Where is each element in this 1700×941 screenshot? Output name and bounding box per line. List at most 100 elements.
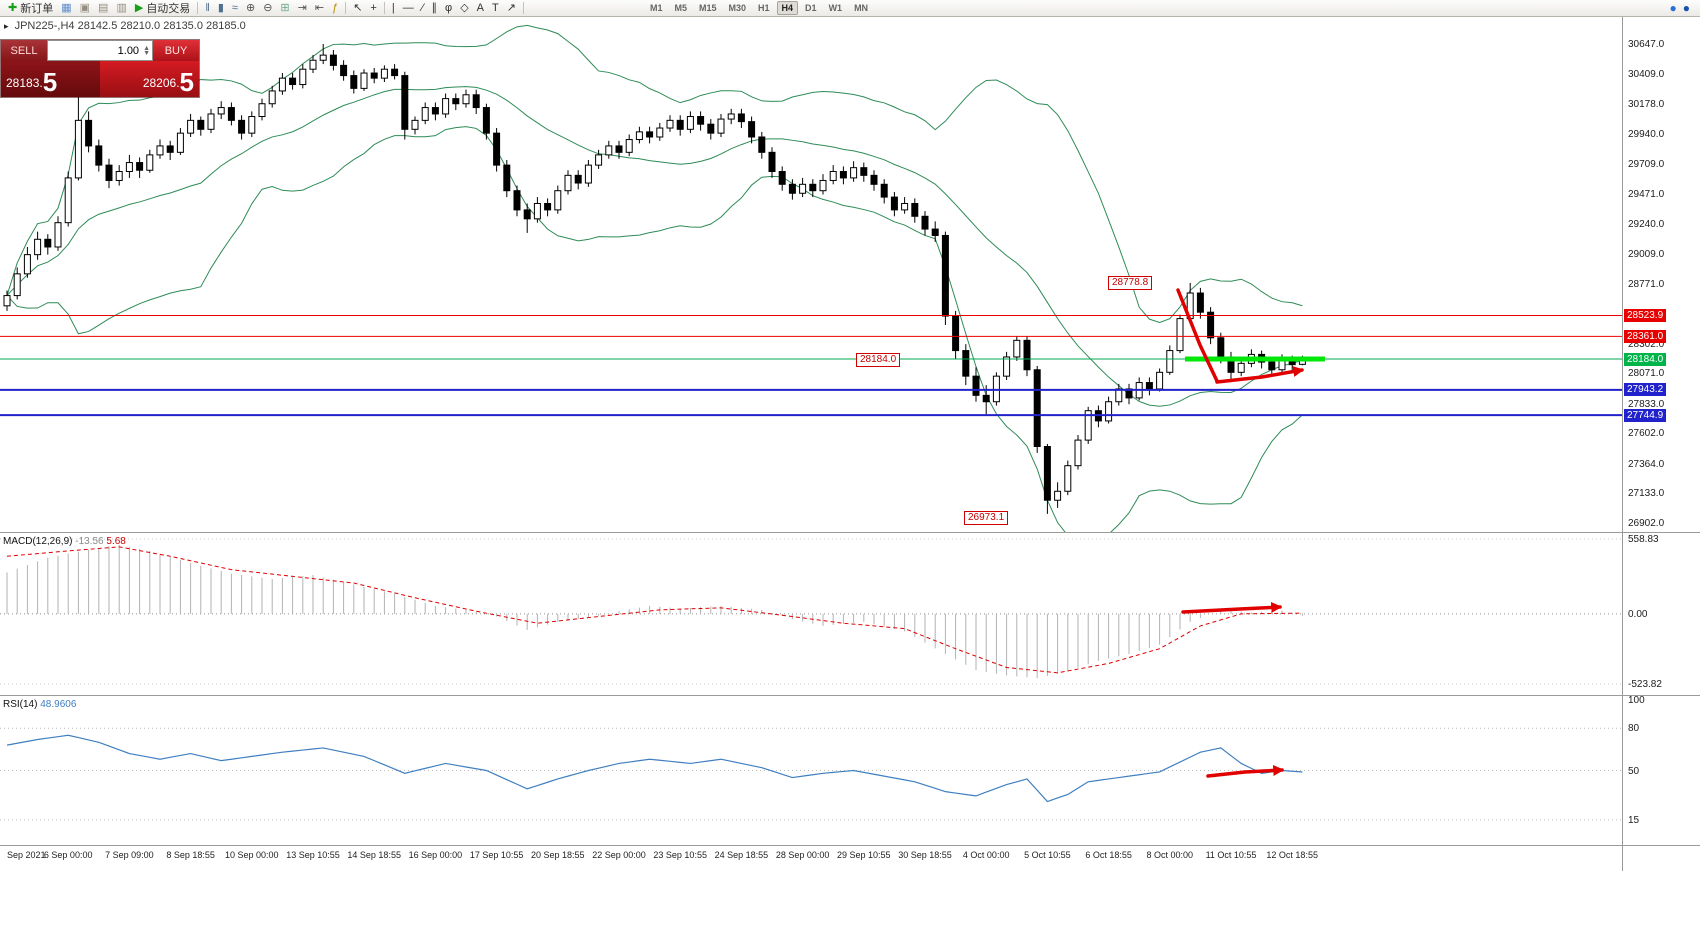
bid-price-main: 28183. <box>6 76 43 90</box>
timeframe-mn[interactable]: MN <box>854 3 869 13</box>
toolbar-separator <box>383 2 385 14</box>
candle-body <box>758 136 766 153</box>
candle-body <box>503 164 511 192</box>
candle-body <box>1268 361 1276 371</box>
candle-body <box>23 254 31 275</box>
candle-body <box>187 119 195 134</box>
horizontal-line-icon: — <box>402 2 414 14</box>
sell-button[interactable]: SELL <box>1 40 47 61</box>
timeframe-m15[interactable]: M15 <box>698 3 717 13</box>
timeframe-h4[interactable]: H4 <box>776 1 799 15</box>
navigator-icon: ▥ <box>116 2 127 14</box>
timeframe-m1[interactable]: M1 <box>649 3 663 13</box>
volume-value[interactable]: 1.00 <box>117 44 140 57</box>
candle-body <box>207 113 215 130</box>
support-highlight-band[interactable] <box>1185 356 1325 362</box>
chart-window-icon[interactable]: ▦ <box>57 0 75 16</box>
tile-windows-icon[interactable]: ⊞ <box>276 0 293 16</box>
trend-arrow-2-main[interactable] <box>1215 366 1305 384</box>
price-tag-28523.9: 28523.9 <box>1624 309 1667 323</box>
macd-rsi-separator[interactable] <box>0 695 1700 696</box>
candle-body <box>727 113 735 120</box>
candle-body <box>1115 388 1123 403</box>
y-axis-label: 30647.0 <box>1628 39 1665 50</box>
time-axis-label: 8 Sep 18:55 <box>166 850 215 860</box>
candlestick-type-icon[interactable]: ▮ <box>214 0 228 16</box>
text-label-icon[interactable]: T <box>488 0 503 16</box>
volume-up-icon[interactable]: ▲ <box>143 44 150 52</box>
chart-window-icon: ▦ <box>61 2 72 14</box>
candle-body <box>513 190 521 211</box>
candle-body <box>421 107 429 121</box>
horizontal-line-icon[interactable]: — <box>399 0 418 16</box>
crosshair-icon[interactable]: + <box>366 0 380 16</box>
price-annotation-28184.0[interactable]: 28184.0 <box>856 353 901 367</box>
price-annotation-26973.1[interactable]: 26973.1 <box>964 511 1009 525</box>
rsi-indicator-canvas[interactable] <box>0 696 1622 845</box>
line-chart-type-icon[interactable]: ≈ <box>228 0 242 16</box>
ask-price-display[interactable]: 28206. 5 <box>100 61 199 97</box>
candle-body <box>615 145 623 153</box>
rsi-axis-label: 15 <box>1628 814 1640 826</box>
channel-icon[interactable]: ∥ <box>428 0 442 16</box>
timeframe-m5[interactable]: M5 <box>674 3 687 13</box>
candle-body <box>411 119 419 130</box>
candle-body <box>95 145 103 166</box>
timeframe-m30[interactable]: M30 <box>728 3 747 13</box>
arrow-objects-icon[interactable]: ↗ <box>503 0 520 16</box>
market-watch-icon[interactable]: ▤ <box>94 0 112 16</box>
candle-body <box>105 164 113 181</box>
text-icon[interactable]: A <box>473 0 488 16</box>
shapes-icon[interactable]: ◇ <box>456 0 472 16</box>
trend-arrow-1-main[interactable] <box>1176 288 1219 383</box>
trendline-icon[interactable]: ∕ <box>418 0 428 16</box>
rsi-axis-label: 50 <box>1628 765 1640 777</box>
candle-body <box>431 107 439 115</box>
buy-button[interactable]: BUY <box>153 40 199 61</box>
candle-body <box>870 174 878 185</box>
volume-input[interactable]: 1.00 ▲ ▼ <box>47 40 153 61</box>
ask-price-big-digit: 5 <box>179 67 194 97</box>
candle-body <box>217 107 225 115</box>
trend-arrow-3-macd[interactable] <box>1181 601 1283 614</box>
price-annotation-28778.8[interactable]: 28778.8 <box>1108 276 1153 290</box>
candle-body <box>778 171 786 185</box>
auto-scroll-icon[interactable]: ⇥ <box>294 0 311 16</box>
profiles-icon[interactable]: ▣ <box>76 0 94 16</box>
trend-arrow-4-rsi[interactable] <box>1206 764 1285 778</box>
community-icon[interactable]: ● <box>1682 1 1690 15</box>
bollinger-bands <box>6 24 1303 532</box>
candle-body <box>656 127 664 138</box>
navigator-icon[interactable]: ▥ <box>112 0 130 16</box>
fibonacci-icon[interactable]: φ <box>441 0 456 16</box>
macd-signal-line <box>6 546 1303 674</box>
zoom-in-icon[interactable]: ⊕ <box>242 0 259 16</box>
one-click-panel-toggle-icon[interactable]: ▸ <box>4 21 9 31</box>
autotrading-button[interactable]: ▶ 自动交易 <box>131 0 194 16</box>
zoom-out-icon[interactable]: ⊖ <box>259 0 276 16</box>
timeframe-d1[interactable]: D1 <box>805 3 817 13</box>
macd-axis-label: 0.00 <box>1628 608 1648 620</box>
news-icon[interactable]: ● <box>1669 1 1677 15</box>
toolbar-right-group: ● ● <box>1670 1 1697 15</box>
vertical-line-icon[interactable]: | <box>388 0 399 16</box>
chart-macd-separator[interactable] <box>0 532 1700 533</box>
bar-chart-type-icon: ‖ <box>205 2 210 14</box>
price-chart-canvas[interactable] <box>0 17 1622 532</box>
indicators-icon[interactable]: ƒ <box>328 0 342 16</box>
candle-body <box>370 72 378 79</box>
candle-body <box>166 145 174 153</box>
timeframe-w1[interactable]: W1 <box>828 3 843 13</box>
new-order-button[interactable]: ✚ 新订单 <box>4 0 57 16</box>
macd-indicator-canvas[interactable] <box>0 533 1622 695</box>
cursor-icon[interactable]: ↖ <box>349 0 366 16</box>
volume-down-icon[interactable]: ▼ <box>143 49 150 57</box>
candle-body <box>34 238 42 256</box>
chart-shift-icon[interactable]: ⇤ <box>311 0 328 16</box>
bar-chart-type-icon[interactable]: ‖ <box>201 0 214 16</box>
candle-body <box>880 183 888 198</box>
candle-body <box>85 119 93 147</box>
bid-price-display[interactable]: 28183. 5 <box>1 61 100 97</box>
timeframe-h1[interactable]: H1 <box>758 3 770 13</box>
arrow-objects-icon: ↗ <box>506 2 516 14</box>
